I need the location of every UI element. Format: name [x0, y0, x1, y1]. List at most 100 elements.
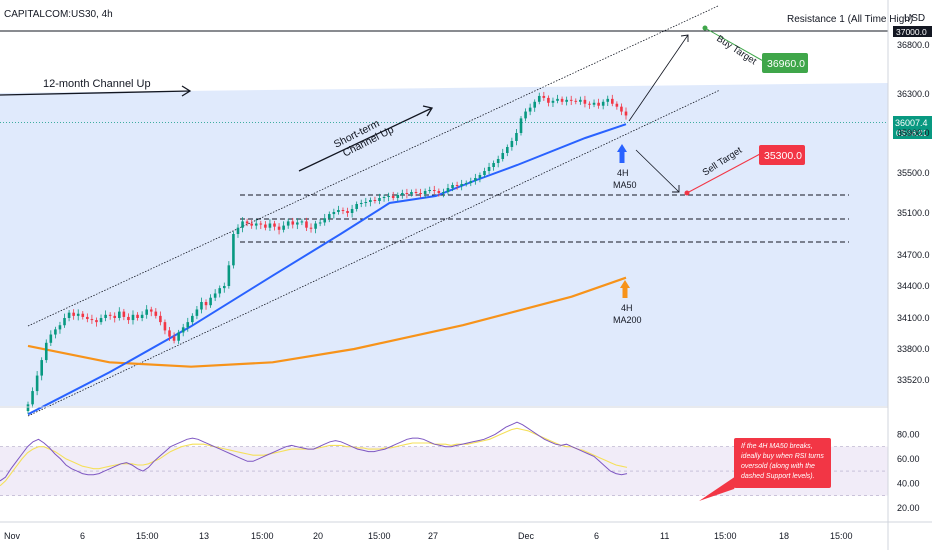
candle-body: [168, 330, 171, 337]
candle-body: [291, 221, 295, 225]
candle-body: [140, 314, 144, 318]
price-tick-label: 36300.0: [897, 89, 930, 99]
candle-body: [496, 159, 500, 163]
candle-body: [506, 147, 509, 153]
candle-body: [145, 309, 148, 315]
candle-body: [95, 320, 98, 323]
ma50-label-line1: 4H: [617, 168, 629, 178]
candle-body: [49, 334, 53, 343]
time-tick-label: 18: [779, 531, 789, 541]
price-tick-label: 35900.0: [897, 128, 930, 138]
candle-body: [218, 288, 222, 294]
svg-text:36007.4: 36007.4: [895, 118, 928, 128]
time-tick-label: 15:00: [714, 531, 737, 541]
candle-body: [414, 192, 418, 193]
svg-text:36960.0: 36960.0: [767, 58, 805, 70]
candle-body: [200, 302, 203, 310]
time-tick-label: 15:00: [251, 531, 274, 541]
time-tick-label: Nov: [4, 531, 21, 541]
candle-body: [58, 325, 62, 330]
candle-body: [86, 316, 89, 320]
candle-body: [556, 98, 559, 101]
candle-body: [209, 297, 212, 306]
candle-body: [323, 218, 327, 223]
time-tick-label: 20: [313, 531, 323, 541]
candle-body: [432, 190, 436, 191]
channel-12m-band: [0, 83, 888, 406]
candle-body: [501, 153, 505, 159]
candle-body: [181, 327, 185, 333]
price-tick-label: 33800.0: [897, 344, 930, 354]
candle-body: [90, 319, 94, 321]
candle-body: [391, 196, 395, 198]
candle-body: [191, 315, 194, 323]
candle-body: [149, 309, 153, 312]
rsi-note-callout: If the 4H MA50 breaks, ideally buy when …: [699, 438, 831, 501]
candle-body: [519, 118, 523, 133]
note-line-3: oversold (along with the: [741, 463, 815, 470]
candle-body: [565, 99, 568, 102]
candle-body: [410, 192, 413, 194]
candle-body: [131, 314, 135, 321]
candle-body: [186, 322, 190, 328]
candle-body: [483, 171, 486, 175]
price-tick-label: 35500.0: [897, 168, 930, 178]
candle-body: [108, 314, 112, 316]
ma200-up-arrow: [620, 280, 630, 298]
candle-body: [464, 183, 468, 184]
candle-body: [81, 313, 85, 317]
candle-body: [611, 98, 614, 104]
rsi-tick-label: 40.00: [897, 478, 920, 488]
ma200-label-line1: 4H: [621, 303, 633, 313]
candle-body: [177, 332, 180, 341]
ma200-label-line2: MA200: [613, 315, 642, 325]
candle-body: [204, 302, 208, 306]
candle-body: [159, 315, 162, 323]
time-tick-label: 15:00: [136, 531, 159, 541]
buy-target-badge: 36960.0: [762, 53, 808, 73]
ma50-label-line2: MA50: [613, 180, 637, 190]
candle-body: [222, 286, 226, 289]
currency-label[interactable]: USD: [904, 13, 925, 24]
candle-body: [474, 178, 477, 181]
candle-body: [460, 184, 463, 186]
ma50-up-arrow: [617, 144, 627, 163]
candle-body: [259, 223, 263, 225]
candle-body: [478, 175, 482, 178]
channel-12m-arrow: [0, 90, 191, 96]
candle-body: [305, 221, 308, 228]
candle-body: [428, 190, 432, 191]
candle-body: [277, 226, 281, 230]
candle-body: [35, 375, 39, 392]
candle-body: [620, 106, 623, 112]
candle-body: [296, 222, 299, 225]
sell-target-point: [684, 190, 690, 196]
candle-body: [282, 225, 285, 230]
candle-body: [588, 103, 591, 105]
sell-projection-line: [635, 149, 680, 193]
time-tick-label: 13: [199, 531, 209, 541]
candle-body: [487, 167, 491, 171]
candle-body: [245, 221, 249, 224]
candle-body: [26, 404, 30, 411]
channel-lower-line: [27, 89, 721, 417]
candle-body: [533, 101, 537, 108]
svg-text:35300.0: 35300.0: [764, 150, 802, 162]
price-tick-label: 36800.0: [897, 40, 930, 50]
candle-body: [314, 223, 317, 229]
rsi-line: [0, 421, 628, 482]
candle-body: [227, 265, 231, 286]
candle-body: [172, 336, 176, 341]
candle-body: [67, 312, 71, 318]
candle-body: [127, 316, 130, 321]
sell-target-connector: [686, 153, 761, 194]
candle-body: [592, 102, 596, 105]
candle-body: [104, 314, 107, 318]
candle-body: [54, 329, 57, 335]
candle-body: [528, 107, 532, 112]
candle-body: [624, 111, 628, 116]
short-channel-arrow-head: [422, 105, 434, 117]
buy-projection-arrowhead: [680, 34, 689, 42]
candle-body: [286, 221, 290, 226]
